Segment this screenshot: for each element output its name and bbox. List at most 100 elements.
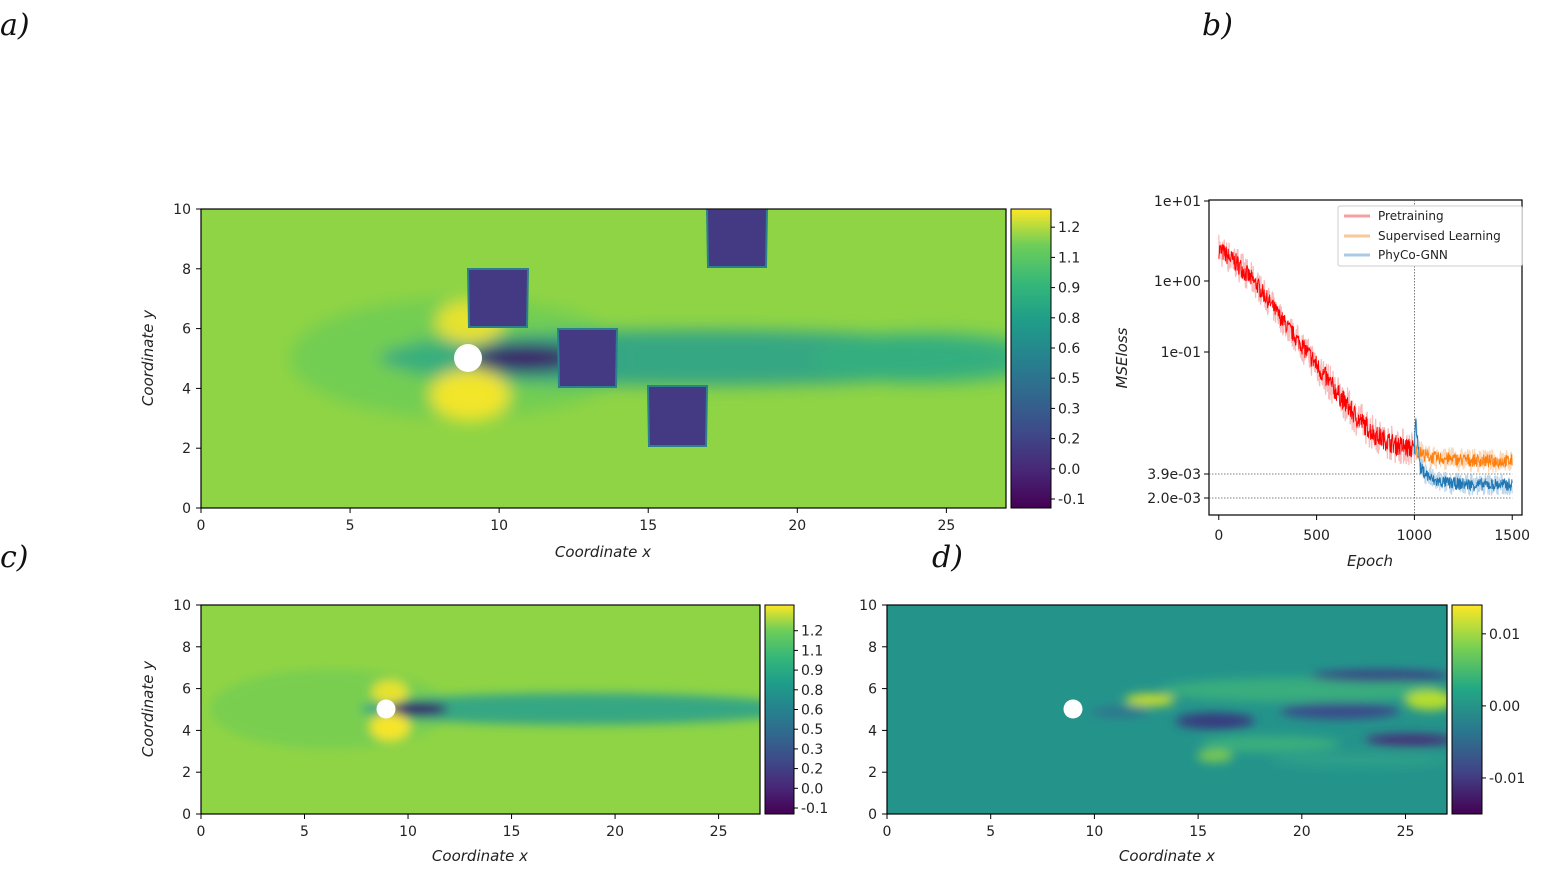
heatmap-a-xtick-label: 25: [937, 518, 955, 534]
heatmap-d-ytick-label: 2: [868, 765, 877, 781]
heatmap-c-cbar-label: 1.2: [801, 624, 823, 640]
obstacle-a-3: [646, 385, 709, 447]
legend-entry-pretraining: Pretraining: [1378, 209, 1444, 223]
obstacle-a-1: [466, 268, 530, 328]
heatmap-a-cbar-label: 0.6: [1058, 341, 1080, 357]
xlabel-b: Epoch: [1347, 552, 1393, 570]
heatmap-c-ytick-label: 4: [182, 723, 191, 739]
loss-xtick-label: 500: [1303, 528, 1330, 544]
heatmap-c-cbar-label: 1.1: [801, 643, 823, 659]
loss-ytick-label: 3.9e-03: [1147, 467, 1201, 483]
cylinder-a: [454, 344, 482, 372]
heatmap-d-ytick-label: 4: [868, 723, 877, 739]
heatmap-c-xtick-label: 25: [710, 824, 728, 840]
heatmap-a-xtick-label: 20: [788, 518, 806, 534]
heatmap-a-ytick-label: 0: [182, 501, 191, 517]
heatmap-a-cbar-label: 0.5: [1058, 371, 1080, 387]
heatmap-a-field: [201, 209, 1006, 508]
heatmap-d: 0 5 10 15 20 25 0 2 4 6 8 10 Coordinate x 0.01 0.00 -…: [859, 598, 1525, 865]
obstacle-a-4: [705, 209, 769, 268]
heatmap-d-ytick-label: 0: [868, 807, 877, 823]
heatmap-c-xtick-label: 20: [606, 824, 624, 840]
heatmap-a-xtick-label: 0: [197, 518, 206, 534]
loss-series-2: [1413, 418, 1513, 492]
ylabel-a: Coordinate y: [139, 309, 157, 406]
heatmap-c-cbar-label: 0.0: [801, 781, 823, 797]
heatmap-c: 0 5 10 15 20 25 0 2 4 6 8 10 Coordinate x Coordinat…: [139, 598, 828, 865]
loss-xtick-label: 1000: [1397, 528, 1433, 544]
loss-series-1: [1413, 444, 1513, 469]
heatmap-d-ytick-label: 6: [868, 682, 877, 698]
heatmap-d-ytick-label: 8: [868, 640, 877, 656]
heatmap-c-xtick-label: 15: [503, 824, 521, 840]
heatmap-c-field: [201, 605, 760, 814]
xlabel-c: Coordinate x: [432, 847, 528, 865]
heatmap-a-cbar-label: 0.9: [1058, 281, 1080, 297]
heatmap-a-cbar-label: 0.2: [1058, 432, 1080, 448]
heatmap-c-cbar-label: 0.6: [801, 703, 823, 719]
heatmap-d-xtick-label: 20: [1293, 824, 1311, 840]
heatmap-c-ytick-label: 2: [182, 765, 191, 781]
ylabel-c: Coordinate y: [139, 660, 157, 757]
heatmap-a-cbar-label: 0.8: [1058, 311, 1080, 327]
heatmap-a-cbar-label: 1.1: [1058, 250, 1080, 266]
ylabel-b: MSEloss: [1113, 327, 1131, 388]
heatmap-c-cbar-label: -0.1: [801, 801, 828, 817]
loss-xtick-label: 0: [1214, 528, 1223, 544]
heatmap-c-cbar-label: 0.8: [801, 683, 823, 699]
loss-xtick-label: 1500: [1494, 528, 1530, 544]
legend-entry-supervised: Supervised Learning: [1378, 229, 1501, 243]
obstacle-a-2: [556, 328, 619, 388]
heatmap-d-cbar-label: 0.00: [1489, 699, 1520, 715]
heatmap-c-cbar-label: 0.9: [801, 663, 823, 679]
legend-b: Pretraining Supervised Learning PhyCo-GN…: [1337, 205, 1523, 267]
colorbar-d: [1451, 604, 1483, 815]
heatmap-d-cbar-label: -0.01: [1489, 771, 1525, 787]
heatmap-c-xtick-label: 5: [300, 824, 309, 840]
legend-entry-phyco: PhyCo-GNN: [1378, 248, 1448, 262]
heatmap-c-xtick-label: 10: [399, 824, 417, 840]
panel-label-b: b): [1202, 8, 1233, 43]
panel-label-d: d): [932, 540, 963, 575]
heatmap-a-ytick-label: 8: [182, 262, 191, 278]
colorbar-a: [1010, 208, 1052, 509]
xlabel-d: Coordinate x: [1119, 847, 1215, 865]
heatmap-a-xtick-label: 15: [639, 518, 657, 534]
heatmap-c-cbar-label: 0.3: [801, 742, 823, 758]
loss-ytick-label: 1e-01: [1161, 345, 1201, 361]
heatmap-a-ytick-label: 4: [182, 381, 191, 397]
panel-label-c: c): [0, 540, 29, 575]
heatmap-d-field: [887, 605, 1447, 814]
heatmap-a-ytick-label: 6: [182, 322, 191, 338]
heatmap-a-xtick-label: 5: [346, 518, 355, 534]
heatmap-a-xtick-label: 10: [490, 518, 508, 534]
heatmap-a-cbar-label: 1.2: [1058, 220, 1080, 236]
heatmap-a: 0 5 10 15 20 25 0 2 4 6 8 10 Coordinate x Coordinat…: [139, 202, 1085, 561]
heatmap-d-xtick-label: 10: [1085, 824, 1103, 840]
heatmap-c-ytick-label: 10: [173, 598, 191, 614]
loss-ytick-label: 1e+00: [1154, 274, 1201, 290]
heatmap-d-xtick-label: 5: [986, 824, 995, 840]
heatmap-c-cbar-label: 0.5: [801, 722, 823, 738]
loss-series-0: [1218, 244, 1415, 458]
panel-label-a: a): [0, 8, 30, 43]
colorbar-c: [764, 604, 795, 815]
cylinder-d: [1063, 699, 1083, 719]
heatmap-a-ytick-label: 2: [182, 441, 191, 457]
heatmap-d-xtick-label: 15: [1189, 824, 1207, 840]
heatmap-c-ytick-label: 6: [182, 682, 191, 698]
cylinder-c: [376, 699, 396, 719]
heatmap-c-xtick-label: 0: [197, 824, 206, 840]
heatmap-c-ytick-label: 0: [182, 807, 191, 823]
heatmap-a-cbar-label: 0.3: [1058, 401, 1080, 417]
heatmap-d-xtick-label: 0: [883, 824, 892, 840]
loss-ytick-label: 2.0e-03: [1147, 491, 1201, 507]
heatmap-a-cbar-label: 0.0: [1058, 462, 1080, 478]
heatmap-d-cbar-label: 0.01: [1489, 627, 1520, 643]
heatmap-c-ytick-label: 8: [182, 640, 191, 656]
heatmap-c-cbar-label: 0.2: [801, 762, 823, 778]
loss-ytick-label: 1e+01: [1154, 194, 1201, 210]
heatmap-a-cbar-label: -0.1: [1058, 492, 1085, 508]
heatmap-d-ytick-label: 10: [859, 598, 877, 614]
heatmap-d-xtick-label: 25: [1397, 824, 1415, 840]
